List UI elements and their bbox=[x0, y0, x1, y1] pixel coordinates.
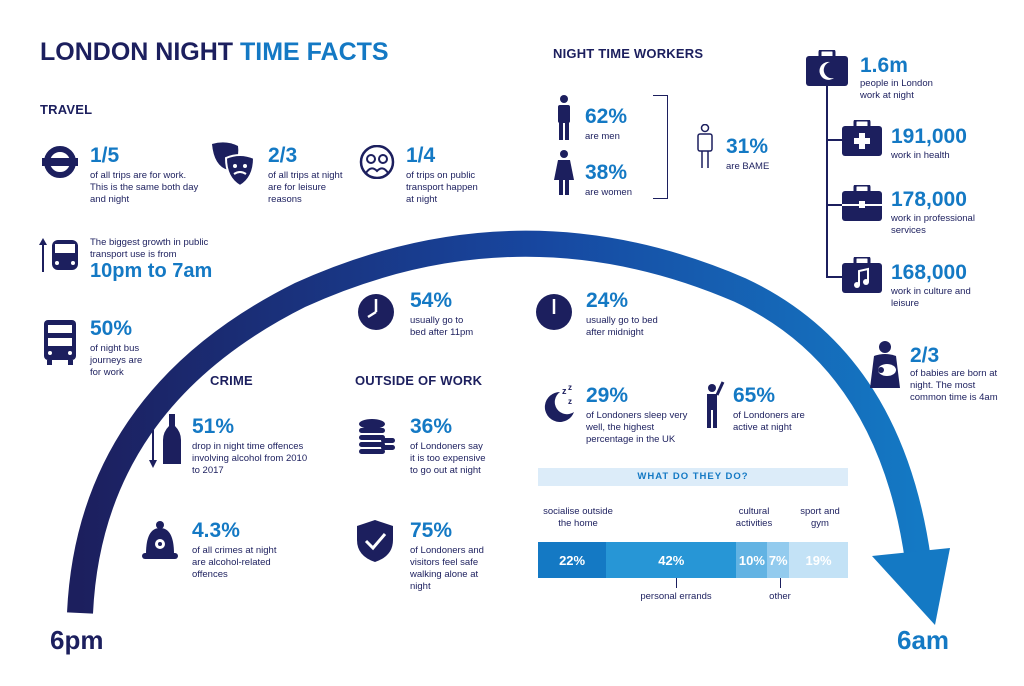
title-part-2: TIME FACTS bbox=[240, 38, 389, 66]
safe-text: of Londoners and visitors feel safe walk… bbox=[410, 545, 484, 592]
babies-text: of babies are born at night. The most co… bbox=[910, 368, 998, 403]
midnight-text: usually go to bed after midnight bbox=[586, 315, 658, 338]
men-value: 62% bbox=[585, 105, 628, 128]
alcohol-value: 51% bbox=[192, 415, 235, 438]
activities-bar: 22% 42% 10% 7% 19% bbox=[538, 542, 848, 578]
sleepwell-text: of Londoners sleep very well, the highes… bbox=[586, 410, 688, 445]
tree-branch-3 bbox=[826, 276, 844, 278]
bame-value: 31% bbox=[726, 135, 769, 158]
women-text: are women bbox=[585, 187, 632, 198]
travel-fact-3-text: of trips on public transport happen at n… bbox=[406, 170, 478, 205]
crimes-text: of all crimes at night are alcohol-relat… bbox=[192, 545, 277, 580]
mother-baby-icon bbox=[868, 340, 902, 390]
travel-fact-1-value: 1/5 bbox=[90, 144, 120, 167]
label-sport: sport and gym bbox=[800, 506, 840, 529]
svg-text:z: z bbox=[568, 383, 572, 392]
coins-icon bbox=[355, 416, 397, 456]
sector-1-value: 1.6m bbox=[860, 54, 908, 77]
briefcase-icon bbox=[842, 185, 882, 221]
errands-tick bbox=[676, 578, 677, 588]
page-title: LONDON NIGHT TIME FACTS bbox=[40, 38, 389, 67]
sector-3-value: 178,000 bbox=[891, 188, 967, 211]
active-text: of Londoners are active at night bbox=[733, 410, 805, 433]
clock-11-icon bbox=[357, 293, 395, 331]
activity-segment: 7% bbox=[767, 542, 790, 578]
women-value: 38% bbox=[585, 161, 628, 184]
growth-text: The biggest growth in public transport u… bbox=[90, 237, 209, 260]
travel-fact-2-text: of all trips at night are for leisure re… bbox=[268, 170, 343, 205]
music-case-icon bbox=[842, 257, 882, 293]
bottle-down-icon bbox=[147, 410, 183, 470]
activity-segment: 19% bbox=[789, 542, 848, 578]
label-socialise: socialise outside the home bbox=[543, 506, 613, 529]
crimes-value: 4.3% bbox=[192, 519, 240, 542]
babies-value: 2/3 bbox=[910, 344, 940, 367]
shield-check-icon bbox=[355, 518, 395, 564]
travel-fact-1-text: of all trips are for work. This is the s… bbox=[90, 170, 199, 205]
svg-text:z: z bbox=[568, 397, 572, 406]
sector-1-text: people in London work at night bbox=[860, 78, 933, 101]
tree-branch-2 bbox=[826, 204, 844, 206]
sector-3-text: work in professional services bbox=[891, 213, 975, 236]
police-helmet-icon bbox=[140, 520, 180, 562]
bame-text: are BAME bbox=[726, 161, 770, 172]
label-errands: personal errands bbox=[640, 591, 712, 602]
sector-tree-line bbox=[826, 80, 828, 276]
bed11-text: usually go to bed after 11pm bbox=[410, 315, 474, 338]
sleepwell-value: 29% bbox=[586, 384, 629, 407]
end-time: 6am bbox=[897, 625, 950, 655]
workers-heading: NIGHT TIME WORKERS bbox=[553, 46, 704, 61]
activity-segment: 10% bbox=[736, 542, 768, 578]
travel-fact-3-value: 1/4 bbox=[406, 144, 436, 167]
clock-midnight-icon bbox=[535, 293, 573, 331]
alcohol-text: drop in night time offences involving al… bbox=[192, 441, 308, 476]
arc-arrowhead bbox=[872, 548, 950, 625]
night-work-case-icon bbox=[806, 50, 848, 86]
activity-segment: 42% bbox=[606, 542, 737, 578]
crime-heading: CRIME bbox=[210, 373, 253, 388]
bed11-value: 54% bbox=[410, 289, 453, 312]
expensive-value: 36% bbox=[410, 415, 453, 438]
sector-2-text: work in health bbox=[891, 150, 950, 161]
night-bus-icon bbox=[42, 318, 78, 366]
theatre-masks-icon bbox=[210, 140, 256, 188]
sector-4-value: 168,000 bbox=[891, 261, 967, 284]
title-part-1: LONDON NIGHT bbox=[40, 38, 240, 66]
growth-value: 10pm to 7am bbox=[90, 260, 213, 282]
tree-branch-1 bbox=[826, 139, 844, 141]
active-value: 65% bbox=[733, 384, 776, 407]
person-outline-icon bbox=[696, 124, 714, 170]
men-text: are men bbox=[585, 131, 620, 142]
workers-bracket bbox=[653, 95, 668, 199]
health-case-icon bbox=[842, 120, 882, 156]
active-person-icon bbox=[703, 380, 725, 430]
arc-body bbox=[67, 230, 931, 614]
label-cultural: cultural activities bbox=[735, 506, 773, 529]
other-tick bbox=[780, 578, 781, 588]
bus-text: of night bus journeys are for work bbox=[90, 343, 143, 378]
sector-4-text: work in culture and leisure bbox=[891, 286, 971, 309]
svg-text:z: z bbox=[562, 386, 567, 396]
moon-sleep-icon: z z z bbox=[538, 382, 580, 424]
bus-value: 50% bbox=[90, 317, 133, 340]
woman-icon bbox=[554, 150, 574, 196]
safe-value: 75% bbox=[410, 519, 453, 542]
sector-2-value: 191,000 bbox=[891, 125, 967, 148]
travel-fact-2-value: 2/3 bbox=[268, 144, 298, 167]
man-icon bbox=[556, 95, 572, 141]
outside-heading: OUTSIDE OF WORK bbox=[355, 373, 483, 388]
expensive-text: of Londoners say it is too expensive to … bbox=[410, 441, 486, 476]
start-time: 6pm bbox=[50, 625, 104, 655]
label-other: other bbox=[769, 591, 791, 602]
underground-icon bbox=[40, 145, 80, 179]
midnight-value: 24% bbox=[586, 289, 629, 312]
activities-heading: WHAT DO THEY DO? bbox=[538, 468, 848, 486]
passengers-icon bbox=[358, 145, 396, 179]
travel-heading: TRAVEL bbox=[40, 102, 93, 117]
growth-bus-icon bbox=[38, 236, 80, 274]
activity-segment: 22% bbox=[538, 542, 607, 578]
